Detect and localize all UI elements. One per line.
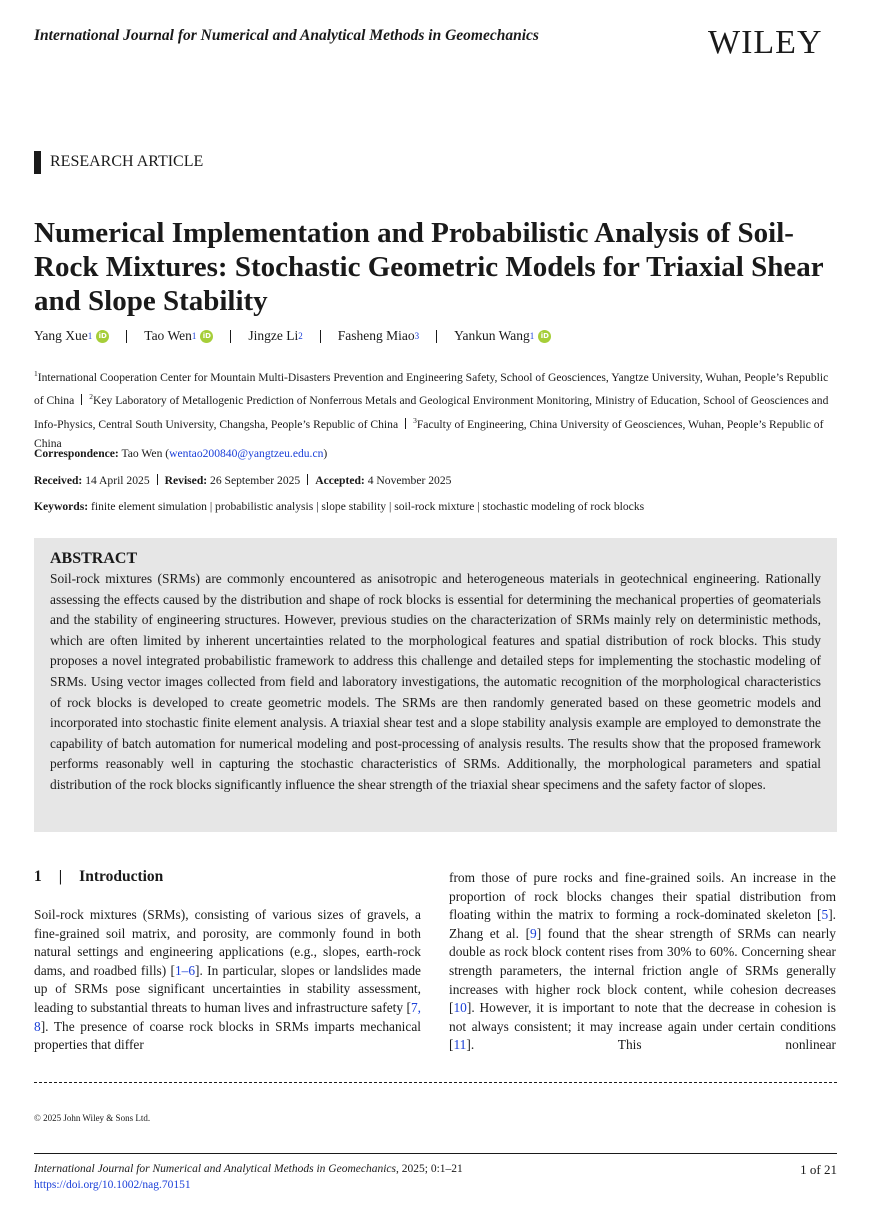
affiliation: Key Laboratory of Metallogenic Predictio… <box>34 394 829 431</box>
paper-title: Numerical Implementation and Probabilist… <box>34 217 824 317</box>
text: ]. This nonlinear <box>466 1037 836 1053</box>
section-title: Introduction <box>79 868 164 885</box>
citation-link[interactable]: 7, 8 <box>34 999 421 1034</box>
author[interactable]: Tao Wen 1 iD <box>144 328 214 344</box>
author-list: Yang Xue 1 iD Tao Wen 1 iD Jingze Li 2 Fashen… <box>34 328 552 344</box>
divider <box>81 394 83 406</box>
divider <box>126 329 128 343</box>
text: ] found that the shear strength of SRMs … <box>449 925 836 1016</box>
intro-left-column: Soil-rock mixtures (SRMs), consisting of… <box>34 906 421 1055</box>
divider <box>436 329 438 343</box>
abstract-heading: ABSTRACT <box>50 550 138 567</box>
citation-link[interactable]: 9 <box>530 925 537 941</box>
divider <box>405 417 407 429</box>
correspondence: Correspondence: Tao Wen (wentao200840@ya… <box>34 447 328 460</box>
footnote-divider <box>34 1082 837 1083</box>
keywords-label: Keywords: <box>34 500 89 513</box>
text: ]. Zhang et al. [ <box>449 907 836 941</box>
footer-volume: , 2025; 0:1–21 <box>396 1163 463 1175</box>
section-number: 1 <box>34 868 42 885</box>
dates: Received: 14 April 2025 Revised: 26 Septe… <box>34 474 451 487</box>
doi-link[interactable]: https://doi.org/10.1002/nag.70151 <box>34 1179 191 1191</box>
author[interactable]: Jingze Li 2 <box>248 328 302 344</box>
divider <box>319 329 321 343</box>
abstract-box: ABSTRACT Soil-rock mixtures (SRMs) are c… <box>34 538 837 832</box>
revised-label: Revised: <box>164 474 208 487</box>
affiliation-ref[interactable]: 1 <box>529 331 535 341</box>
email-link[interactable]: wentao200840@yangtzeu.edu.cn <box>169 447 324 460</box>
affiliation-ref[interactable]: 1 <box>87 331 93 341</box>
wiley-logo: WILEY <box>708 24 823 61</box>
revised-date: 26 September 2025 <box>210 474 301 487</box>
accepted-label: Accepted: <box>315 474 365 487</box>
intro-right-column: from those of pure rocks and fine-graine… <box>449 869 836 1055</box>
received-label: Received: <box>34 474 83 487</box>
correspondence-label: Correspondence: <box>34 447 119 460</box>
affiliation-number: 3 <box>413 415 417 425</box>
received-date: 14 April 2025 <box>85 474 150 487</box>
article-type-bar <box>34 151 41 174</box>
author-name: Jingze Li <box>248 328 299 343</box>
author[interactable]: Yankun Wang 1 iD <box>454 328 552 344</box>
citation-link[interactable]: 5 <box>821 907 829 923</box>
abstract-text: Soil-rock mixtures (SRMs) are commonly e… <box>50 571 821 792</box>
text: ]. However, it is important to note that… <box>449 1000 836 1053</box>
text: ]. The presence of coarse rock blocks in… <box>34 1018 421 1053</box>
footer-citation: International Journal for Numerical and … <box>34 1163 463 1175</box>
journal-header: International Journal for Numerical and … <box>34 27 539 44</box>
citation-link[interactable]: 1–6 <box>174 962 196 978</box>
orcid-icon[interactable]: iD <box>538 329 552 343</box>
divider <box>156 474 158 485</box>
citation-link[interactable]: 10 <box>453 1000 467 1016</box>
affiliation: Faculty of Engineering, China University… <box>34 417 824 451</box>
section-divider: | <box>58 868 63 885</box>
author[interactable]: Yang Xue 1 iD <box>34 328 110 344</box>
orcid-icon[interactable]: iD <box>96 329 110 343</box>
author[interactable]: Fasheng Miao 3 <box>338 328 419 344</box>
divider <box>307 474 309 485</box>
correspondence-name: Tao Wen <box>121 447 163 460</box>
divider <box>230 329 232 343</box>
affiliation-ref[interactable]: 2 <box>298 331 303 341</box>
keywords: Keywords: finite element simulation | pr… <box>34 500 644 513</box>
author-name: Tao Wen <box>144 328 192 343</box>
copyright: © 2025 John Wiley & Sons Ltd. <box>34 1113 151 1123</box>
footer-journal: International Journal for Numerical and … <box>34 1163 396 1175</box>
text: Soil-rock mixtures (SRMs), consisting of… <box>34 907 421 978</box>
author-name: Yang Xue <box>34 328 88 343</box>
author-name: Yankun Wang <box>454 328 530 343</box>
section-heading: 1 | Introduction <box>34 868 163 886</box>
affiliation-ref[interactable]: 3 <box>414 331 420 341</box>
article-type: RESEARCH ARTICLE <box>50 153 204 170</box>
affiliation-ref[interactable]: 1 <box>191 331 197 341</box>
orcid-icon[interactable]: iD <box>200 329 214 343</box>
author-name: Fasheng Miao <box>337 328 415 343</box>
affiliation: International Cooperation Center for Mou… <box>34 370 829 408</box>
affiliation-number: 1 <box>34 369 38 378</box>
page-number: 1 of 21 <box>800 1162 837 1177</box>
affiliation-number: 2 <box>89 392 93 402</box>
accepted-date: 4 November 2025 <box>367 474 452 487</box>
citation-link[interactable]: 11 <box>453 1037 467 1053</box>
footer-rule <box>34 1153 837 1154</box>
text: from those of pure rocks and fine-graine… <box>449 870 836 923</box>
keywords-text: finite element simulation | probabilisti… <box>91 500 645 513</box>
text: ]. In particular, slopes or landslides m… <box>34 962 421 1015</box>
affiliations: 1International Cooperation Center for Mo… <box>34 364 837 454</box>
